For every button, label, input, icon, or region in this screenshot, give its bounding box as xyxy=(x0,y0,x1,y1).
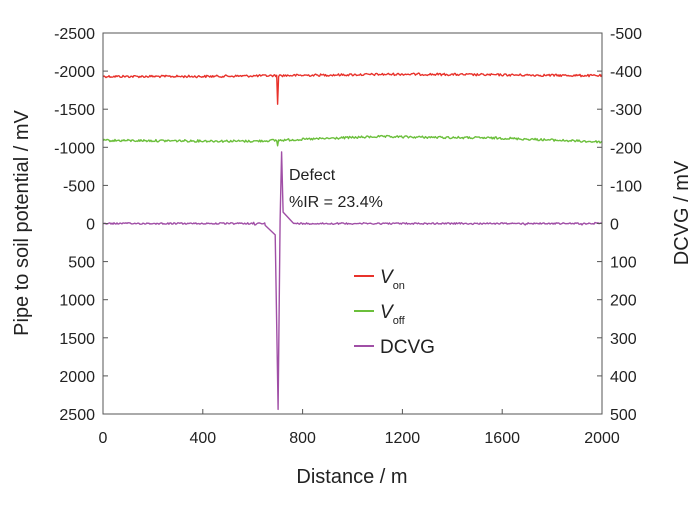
y-left-tick-label: 0 xyxy=(86,217,95,234)
y-left-tick-label: -2000 xyxy=(54,64,95,81)
y-axis-right-title: DCVG / mV xyxy=(671,160,693,265)
legend: Von Voff DCVG xyxy=(354,267,435,358)
y-right-tick-label: 200 xyxy=(610,293,637,310)
y-axis-left-title: Pipe to soil potential / mV xyxy=(11,110,33,336)
series-line xyxy=(102,151,603,411)
y-left-tick-label: 1500 xyxy=(59,331,95,348)
legend-label: Von xyxy=(380,267,405,292)
y-left-tick-label: 1000 xyxy=(59,293,95,310)
x-ticks: 0 400 800 1200 1600 2000 xyxy=(99,409,620,447)
y-left-tick-label: -1000 xyxy=(54,140,95,157)
y-left-tick-label: -1500 xyxy=(54,102,95,119)
series-line xyxy=(102,72,603,105)
y-right-tick-label: 300 xyxy=(610,331,637,348)
x-tick-label: 0 xyxy=(99,430,108,447)
y-ticks-left: -2500 -2000 -1500 -1000 -500 0 500 1000 1500 2000… xyxy=(54,26,108,424)
y-left-tick-label: 500 xyxy=(68,255,95,272)
legend-label: DCVG xyxy=(380,337,435,358)
y-left-tick-label: 2000 xyxy=(59,369,95,386)
y-right-tick-label: -300 xyxy=(610,102,642,119)
series-line xyxy=(102,134,603,147)
x-tick-label: 2000 xyxy=(584,430,620,447)
legend-label: Voff xyxy=(380,302,406,327)
y-right-tick-label: -100 xyxy=(610,178,642,195)
x-tick-label: 400 xyxy=(189,430,216,447)
series-layer xyxy=(102,72,603,411)
y-left-tick-label: -500 xyxy=(63,178,95,195)
y-right-tick-label: 0 xyxy=(610,217,619,234)
y-right-tick-label: -200 xyxy=(610,140,642,157)
y-right-tick-label: -400 xyxy=(610,64,642,81)
y-ticks-right: -500 -400 -300 -200 -100 0 100 200 300 400 500 xyxy=(597,26,642,424)
y-right-tick-label: 500 xyxy=(610,407,637,424)
y-right-tick-label: 400 xyxy=(610,369,637,386)
x-tick-label: 1200 xyxy=(385,430,421,447)
x-tick-label: 1600 xyxy=(484,430,520,447)
y-left-tick-label: 2500 xyxy=(59,407,95,424)
y-left-tick-label: -2500 xyxy=(54,26,95,43)
y-right-tick-label: -500 xyxy=(610,26,642,43)
x-axis-title: Distance / m xyxy=(296,466,407,488)
x-tick-label: 800 xyxy=(289,430,316,447)
defect-annotation-line1: Defect xyxy=(289,167,336,184)
defect-annotation-line2: %IR = 23.4% xyxy=(289,194,383,211)
y-right-tick-label: 100 xyxy=(610,255,637,272)
